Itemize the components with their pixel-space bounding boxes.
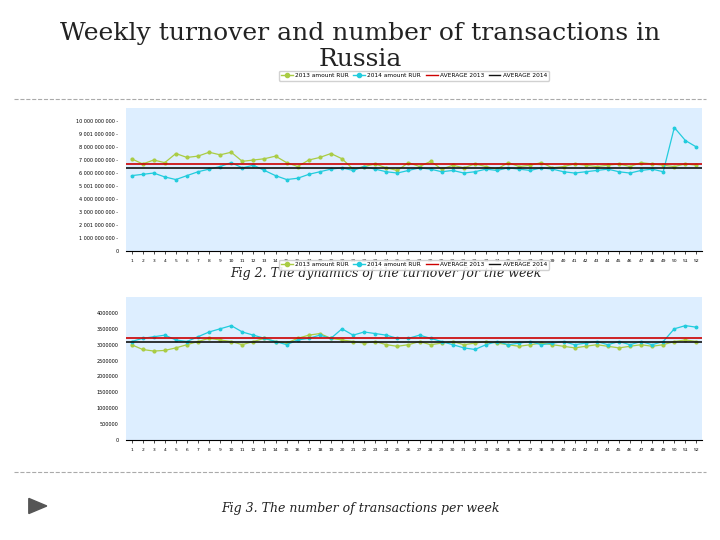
Legend: 2013 amount RUR, 2014 amount RUR, AVERAGE 2013, AVERAGE 2014: 2013 amount RUR, 2014 amount RUR, AVERAG… (279, 71, 549, 80)
Legend: 2013 amount RUR, 2014 amount RUR, AVERAGE 2013, AVERAGE 2014: 2013 amount RUR, 2014 amount RUR, AVERAG… (279, 260, 549, 269)
Polygon shape (29, 498, 47, 514)
Text: Fig 2. The dynamics of the turnover for the week: Fig 2. The dynamics of the turnover for … (230, 267, 541, 280)
Text: Weekly turnover and number of transactions in
Russia: Weekly turnover and number of transactio… (60, 22, 660, 71)
Text: Fig 3. The number of transactions per week: Fig 3. The number of transactions per we… (221, 502, 499, 515)
